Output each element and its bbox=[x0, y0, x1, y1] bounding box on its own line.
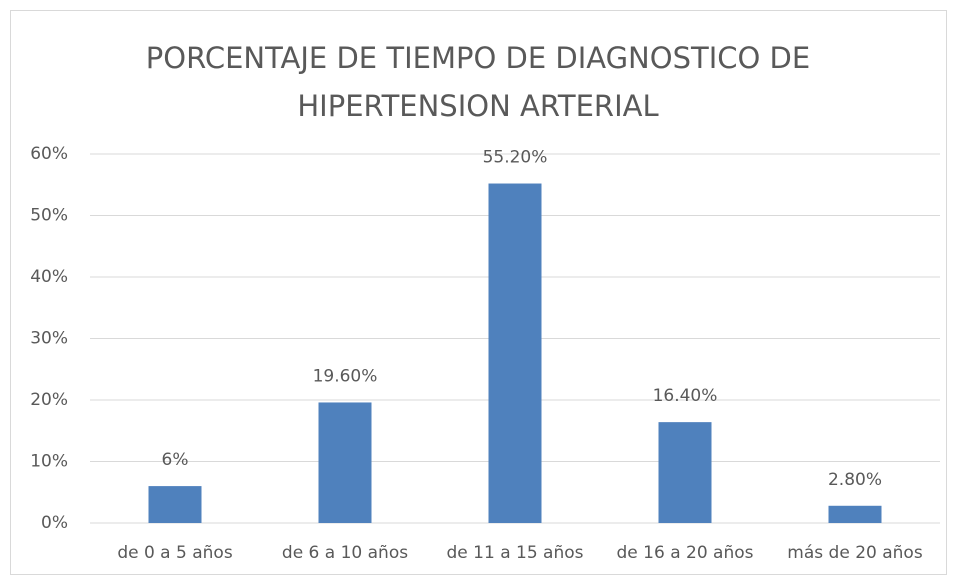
bar bbox=[318, 402, 372, 523]
bar bbox=[488, 183, 542, 523]
x-tick-label: más de 20 años bbox=[787, 543, 923, 563]
bar bbox=[828, 505, 882, 523]
bar bbox=[658, 422, 712, 523]
y-tick-label: 10% bbox=[30, 452, 68, 472]
x-tick-label: de 6 a 10 años bbox=[282, 543, 408, 563]
data-label: 55.20% bbox=[483, 148, 548, 168]
bar bbox=[148, 486, 202, 523]
data-label: 2.80% bbox=[828, 470, 882, 490]
data-label: 19.60% bbox=[313, 366, 378, 386]
y-tick-label: 40% bbox=[30, 267, 68, 287]
y-tick-label: 20% bbox=[30, 390, 68, 410]
data-label: 6% bbox=[162, 450, 189, 470]
x-tick-label: de 0 a 5 años bbox=[117, 543, 233, 563]
x-tick-label: de 16 a 20 años bbox=[617, 543, 754, 563]
y-tick-label: 30% bbox=[30, 329, 68, 349]
y-tick-label: 60% bbox=[30, 144, 68, 164]
y-tick-label: 0% bbox=[41, 513, 68, 533]
y-tick-label: 50% bbox=[30, 206, 68, 226]
chart-border bbox=[10, 10, 947, 575]
chart-title: PORCENTAJE DE TIEMPO DE DIAGNOSTICO DE H… bbox=[145, 41, 811, 123]
x-tick-label: de 11 a 15 años bbox=[447, 543, 584, 563]
data-label: 16.40% bbox=[653, 386, 718, 406]
